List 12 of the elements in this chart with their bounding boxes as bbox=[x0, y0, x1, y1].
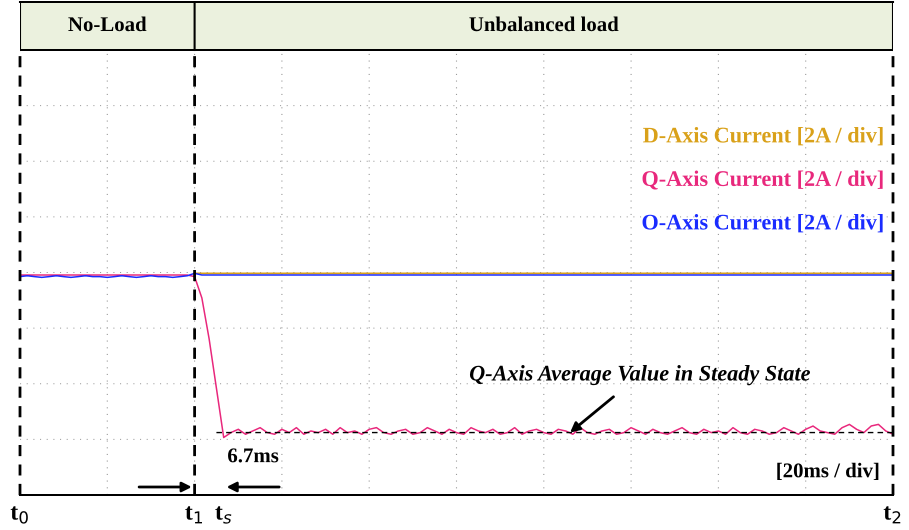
annotation: Q-Axis Average Value in Steady State bbox=[470, 365, 810, 386]
text: D-Axis Current [2A / div] bbox=[643, 126, 883, 146]
text: No-Load bbox=[68, 16, 146, 32]
text: Q-Axis Current [2A / div] bbox=[642, 170, 883, 190]
x-tick-label: t$_{2}$ bbox=[884, 506, 900, 524]
text: [20ms / div] bbox=[777, 462, 878, 480]
x-tick-label: t$_{0}$ bbox=[10, 506, 28, 524]
x-tick-label: t$_{1}$ bbox=[185, 506, 202, 524]
text: 6.7ms bbox=[228, 448, 278, 462]
x-tick-label: t$_{s}$ bbox=[215, 506, 232, 524]
text: Unbalanced load bbox=[469, 16, 619, 32]
series-label: O-Axis Current [2A / div] bbox=[642, 214, 883, 232]
